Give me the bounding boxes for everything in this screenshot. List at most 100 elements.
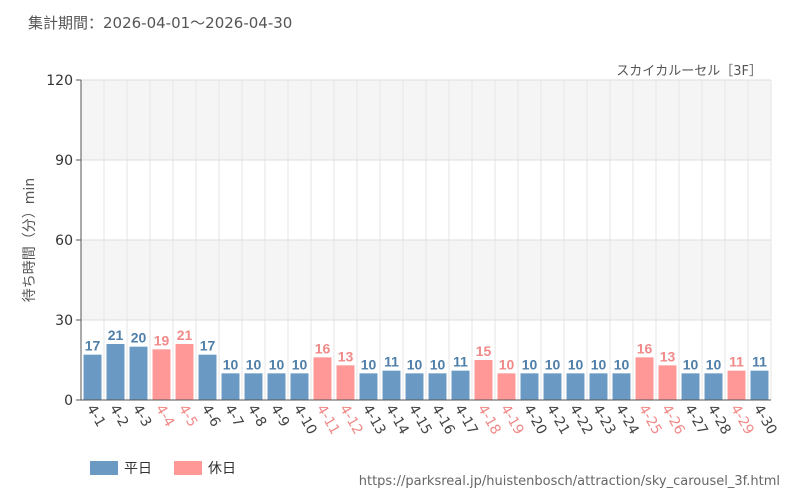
x-tick-label: 4-11 xyxy=(313,402,343,438)
data-label: 10 xyxy=(591,356,607,372)
bar-4-24 xyxy=(612,373,631,400)
data-label: 11 xyxy=(453,354,468,370)
data-label: 11 xyxy=(752,354,767,370)
data-label: 10 xyxy=(407,356,423,372)
x-tick-label: 4-17 xyxy=(451,402,481,438)
data-label: 15 xyxy=(476,343,492,359)
bar-4-17 xyxy=(451,370,470,400)
x-tick-label: 4-13 xyxy=(359,402,389,438)
x-tick-label: 4-9 xyxy=(267,402,292,430)
x-tick-label: 4-28 xyxy=(704,402,734,438)
bar-4-20 xyxy=(520,373,539,400)
x-tick-label: 4-5 xyxy=(175,402,200,430)
data-label: 16 xyxy=(315,340,331,356)
data-label: 20 xyxy=(131,330,147,346)
legend-label-holiday: 休日 xyxy=(208,461,236,477)
data-label: 19 xyxy=(154,332,170,348)
bar-4-26 xyxy=(658,365,677,400)
bar-4-30 xyxy=(750,370,769,400)
data-label: 10 xyxy=(706,356,722,372)
x-tick-label: 4-8 xyxy=(244,402,269,430)
legend: 平日 休日 xyxy=(90,458,236,478)
data-label: 10 xyxy=(683,356,699,372)
bar-4-7 xyxy=(221,373,240,400)
x-tick-label: 4-19 xyxy=(497,402,527,438)
y-axis-label: 待ち時間（分）min xyxy=(22,178,38,302)
bar-4-8 xyxy=(244,373,263,400)
source-url: https://parksreal.jp/huistenbosch/attrac… xyxy=(358,474,780,489)
x-tick-label: 4-16 xyxy=(428,402,458,438)
legend-swatch-holiday xyxy=(174,461,202,475)
bar-4-2 xyxy=(106,344,125,400)
chart-title: スカイカルーセル［3F］ xyxy=(616,64,762,79)
bar-4-14 xyxy=(382,370,401,400)
y-tick-label: 120 xyxy=(46,73,73,89)
bar-4-18 xyxy=(474,360,493,400)
data-label: 10 xyxy=(361,356,377,372)
bar-4-13 xyxy=(359,373,378,400)
data-label: 16 xyxy=(637,340,653,356)
data-label: 10 xyxy=(614,356,630,372)
data-label: 11 xyxy=(384,354,399,370)
bar-4-28 xyxy=(704,373,723,400)
data-label: 13 xyxy=(338,348,354,364)
bar-4-29 xyxy=(727,370,746,400)
bar-4-4 xyxy=(152,349,171,400)
bar-4-6 xyxy=(198,354,217,400)
period-label: 集計期間：2026-04-01～2026-04-30 xyxy=(28,14,293,32)
x-tick-label: 4-25 xyxy=(635,402,665,438)
y-tick-label: 90 xyxy=(55,153,73,169)
y-tick-label: 60 xyxy=(55,233,73,249)
data-label: 10 xyxy=(269,356,285,372)
bar-4-15 xyxy=(405,373,424,400)
bar-4-10 xyxy=(290,373,309,400)
x-tick-label: 4-10 xyxy=(290,402,320,438)
y-tick-label: 0 xyxy=(64,393,73,409)
x-tick-label: 4-29 xyxy=(727,402,757,438)
bar-4-27 xyxy=(681,373,700,400)
data-label: 13 xyxy=(660,348,676,364)
x-tick-label: 4-22 xyxy=(566,402,596,438)
x-tick-label: 4-6 xyxy=(198,402,223,430)
legend-swatch-weekday xyxy=(90,461,118,475)
x-tick-label: 4-4 xyxy=(152,402,177,430)
data-label: 17 xyxy=(85,338,101,354)
bar-4-5 xyxy=(175,344,194,400)
y-tick-label: 30 xyxy=(55,313,73,329)
data-label: 10 xyxy=(246,356,262,372)
data-label: 10 xyxy=(522,356,538,372)
bar-4-25 xyxy=(635,357,654,400)
x-tick-label: 4-1 xyxy=(83,402,108,430)
legend-label-weekday: 平日 xyxy=(124,461,152,477)
data-label: 10 xyxy=(545,356,561,372)
bar-4-12 xyxy=(336,365,355,400)
bar-4-16 xyxy=(428,373,447,400)
x-tick-label: 4-15 xyxy=(405,402,435,438)
data-label: 10 xyxy=(430,356,446,372)
x-tick-label: 4-12 xyxy=(336,402,366,438)
bar-4-21 xyxy=(543,373,562,400)
bar-4-3 xyxy=(129,346,148,400)
legend-item-holiday: 休日 xyxy=(174,458,236,478)
x-tick-label: 4-3 xyxy=(129,402,154,430)
bar-4-11 xyxy=(313,357,332,400)
bar-4-22 xyxy=(566,373,585,400)
x-tick-label: 4-18 xyxy=(474,402,504,438)
x-tick-label: 4-24 xyxy=(612,402,642,438)
data-label: 21 xyxy=(177,327,193,343)
x-tick-label: 4-21 xyxy=(543,402,573,438)
bar-4-9 xyxy=(267,373,286,400)
x-tick-label: 4-30 xyxy=(750,402,780,438)
x-tick-label: 4-14 xyxy=(382,402,412,438)
data-label: 10 xyxy=(499,356,515,372)
data-label: 11 xyxy=(729,354,744,370)
bar-4-19 xyxy=(497,373,516,400)
x-tick-label: 4-7 xyxy=(221,402,246,430)
data-label: 10 xyxy=(568,356,584,372)
x-tick-label: 4-27 xyxy=(681,402,711,438)
x-tick-label: 4-2 xyxy=(106,402,131,430)
x-tick-label: 4-26 xyxy=(658,402,688,438)
x-tick-label: 4-20 xyxy=(520,402,550,438)
data-label: 10 xyxy=(223,356,239,372)
